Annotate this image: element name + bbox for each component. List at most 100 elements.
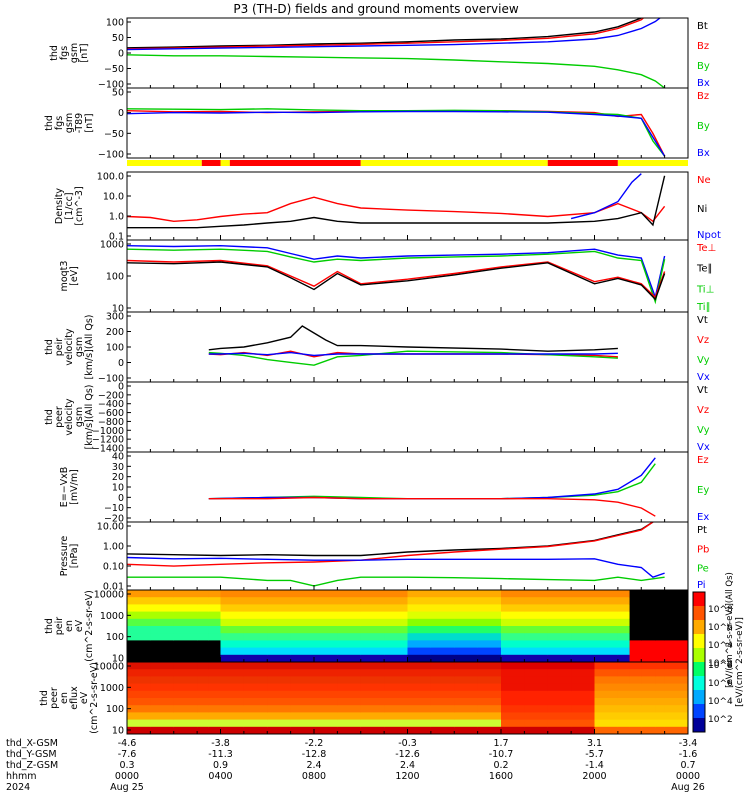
heatmap-cell: [547, 726, 572, 735]
heatmap-cell: [617, 683, 631, 692]
ytick-label: 10: [112, 654, 124, 665]
heatmap-cell: [267, 618, 292, 627]
heatmap-cell: [617, 726, 631, 735]
heatmap-cell: [594, 683, 619, 692]
heatmap-cell: [384, 712, 408, 721]
heatmap-cell: [267, 640, 292, 649]
ephemeris-value: -12.8: [302, 749, 327, 760]
heatmap-cell: [290, 597, 315, 605]
heatmap-cell: [594, 676, 619, 685]
heatmap-cell: [629, 654, 642, 663]
heatmap-cell: [641, 726, 656, 735]
heatmap-cell: [173, 647, 198, 656]
heatmap-cell: [220, 618, 245, 627]
heatmap-cell: [407, 705, 432, 713]
heatmap-cell: [524, 640, 549, 649]
heatmap-cell: [208, 712, 221, 721]
heatmap-cell: [454, 726, 479, 735]
heatmap-cell: [547, 676, 572, 685]
heatmap-cell: [243, 676, 268, 685]
heatmap-cell: [208, 597, 221, 605]
ylabel-line: gsm: [74, 337, 85, 357]
series-line-Ni: [127, 175, 666, 229]
heatmap-cell: [617, 611, 631, 620]
series-line-Te∥: [127, 261, 666, 301]
heatmap-cell: [501, 604, 525, 613]
ytick-label: 100: [106, 272, 124, 283]
heatmap-cell: [454, 662, 479, 670]
ephemeris-value: 2.4: [400, 760, 415, 771]
ephemeris-value: 1.7: [493, 738, 508, 749]
ephemeris-value: -10.7: [489, 749, 514, 760]
heatmap-cell: [267, 726, 292, 735]
panel-frame: [126, 451, 689, 523]
legend-entry: By: [697, 121, 710, 132]
orbit-segment: [547, 160, 618, 166]
heatmap-cell: [524, 662, 549, 670]
heatmap-cell: [655, 633, 666, 641]
heatmap-cell: [220, 590, 245, 598]
panel-frame: [126, 171, 689, 241]
heatmap-cell: [430, 712, 455, 721]
heatmap-cell: [477, 647, 502, 656]
heatmap-cell: [150, 633, 175, 641]
heatmap-cell: [477, 698, 502, 706]
heatmap-cell: [477, 726, 502, 735]
series-group: [208, 325, 618, 366]
heatmap-cell: [407, 719, 432, 728]
series-line-Ez: [208, 496, 656, 517]
colorbar: 10^810^610^410^210^810^610^410^2[eV/(cm^…: [692, 572, 745, 733]
heatmap-cell: [664, 726, 689, 735]
heatmap-cell: [290, 712, 315, 721]
heatmap-cell: [617, 597, 631, 605]
heatmap-cell: [477, 654, 502, 663]
colorbar-swatch: [693, 704, 705, 719]
colorbar-swatch: [693, 634, 705, 649]
ytick-label: 10: [112, 726, 124, 737]
heatmap-cell: [477, 712, 502, 721]
heatmap-cell: [430, 719, 455, 728]
heatmap-cell: [314, 676, 338, 685]
ylabel-line: -T89: [74, 113, 85, 133]
heatmap-cell: [571, 683, 595, 692]
ylabel-line: Pressure: [59, 536, 70, 577]
heatmap-cell: [571, 626, 595, 634]
heatmap-cell: [407, 647, 432, 656]
heatmap-cell: [617, 669, 631, 677]
legend-entry: Bz: [697, 91, 709, 102]
heatmap-cell: [629, 604, 642, 613]
heatmap-cell: [501, 705, 525, 713]
heatmap-cell: [571, 618, 595, 627]
heatmap-cell: [430, 705, 455, 713]
heatmap-cell: [629, 719, 642, 728]
heatmap-cell: [594, 669, 619, 677]
heatmap-cell: [243, 640, 268, 649]
ylabel-group: Density [1/cc] [cm^-3]: [54, 186, 85, 225]
ytick-label: 50: [112, 33, 124, 44]
heatmap-cell: [360, 654, 385, 663]
heatmap-cell: [430, 618, 455, 627]
legend-entry: Pb: [697, 544, 709, 555]
colorbar-swatch: [693, 620, 705, 635]
ytick-label: −100: [98, 150, 124, 161]
heatmap-cell: [571, 647, 595, 656]
heatmap-cell: [243, 726, 268, 735]
heatmap-cell: [337, 690, 362, 699]
heatmap-cell: [594, 662, 619, 670]
heatmap-cell: [524, 712, 549, 721]
heatmap-cell: [197, 676, 210, 685]
ephemeris-value: -4.6: [118, 738, 137, 749]
heatmap-cell: [524, 647, 549, 656]
heatmap-cell: [655, 640, 666, 649]
heatmap-cell: [173, 604, 198, 613]
heatmap-cell: [127, 676, 151, 685]
heatmap-cell: [454, 597, 479, 605]
heatmap-cell: [243, 705, 268, 713]
heatmap-cell: [524, 698, 549, 706]
heatmap-cell: [197, 712, 210, 721]
ytick-label: −1400: [92, 444, 124, 455]
heatmap-cell: [197, 726, 210, 735]
heatmap-cell: [337, 719, 362, 728]
heatmap-cell: [337, 726, 362, 735]
heatmap-cell: [337, 590, 362, 598]
